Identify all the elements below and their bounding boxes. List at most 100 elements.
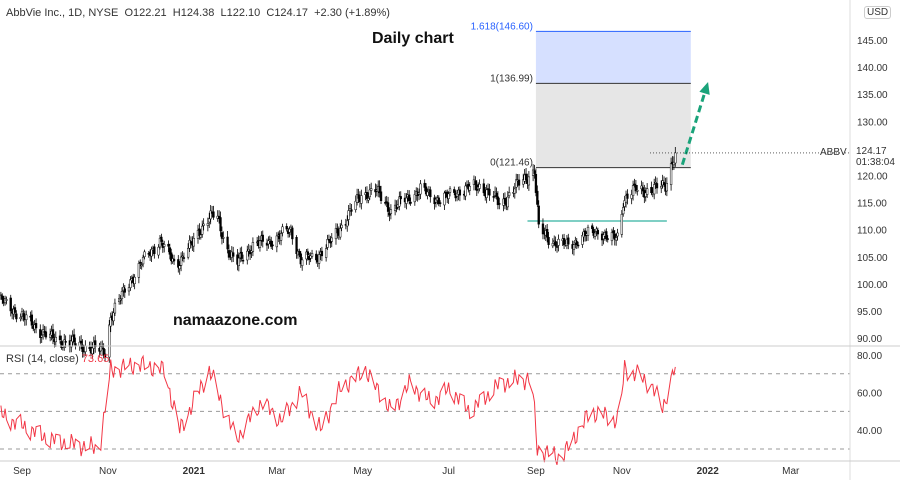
rsi-tick: 60.00 [857,389,882,400]
candle [368,189,371,198]
candle [631,185,635,196]
candle [140,264,143,267]
candle [133,276,136,284]
candle [5,299,8,301]
candle [334,227,338,240]
arrowhead-icon [699,81,710,95]
candle [495,192,498,197]
candle [503,197,507,204]
candle [186,247,190,258]
candle [212,211,215,218]
candle [112,312,115,322]
candle [1,295,4,300]
candle [320,250,324,257]
candle [39,329,42,338]
projection-arrow [680,87,708,166]
candle [178,265,181,270]
candle [170,252,173,262]
candle [58,335,62,341]
candle [298,250,301,256]
candle [370,188,373,191]
candle [19,317,22,319]
candle [630,194,633,199]
candle [70,340,73,348]
candle [424,186,428,195]
bar-countdown: 01:38:04 [856,157,895,168]
candle [605,231,608,240]
candle [270,240,273,247]
candle [120,291,124,299]
candle [385,201,388,204]
candle [113,302,117,314]
candle [522,179,525,185]
candle [365,191,369,199]
symbol-name: AbbVie Inc., 1D, NYSE [6,7,119,19]
last-price-label: 124.17 01:38:04 [856,146,895,168]
candle [581,235,584,245]
candle [160,236,163,242]
ohlc-change: +2.30 (+1.89%) [314,7,390,19]
candle [455,192,459,197]
candle [72,334,76,343]
candle [482,183,485,194]
candle [650,187,653,194]
candle [478,183,481,189]
candle [208,218,211,223]
candle [108,324,111,358]
candle [468,186,471,191]
time-tick: Mar [782,466,800,477]
candle [606,238,609,240]
candle [209,210,212,220]
candle [367,198,370,201]
candle [546,229,549,238]
candle [330,237,333,242]
candle [557,238,560,246]
candle [227,250,231,258]
price-tick: 140.00 [857,63,888,74]
candle [423,182,426,188]
candle [408,194,411,202]
candle [251,242,255,252]
candle [405,197,408,204]
candle [633,183,636,186]
candle [219,217,222,232]
rsi-value: 73.65 [81,353,110,365]
candle [141,256,145,265]
candle [139,261,142,264]
time-tick: Nov [99,466,117,477]
candle [488,188,491,196]
candle [84,345,87,353]
candle [246,250,249,261]
candle [267,240,270,245]
candle [586,226,590,236]
candle [527,176,531,186]
candle [524,173,528,181]
candle [492,196,495,198]
candle [354,200,357,210]
candle [288,228,291,233]
candle [317,254,321,264]
rsi-legend: RSI (14, close) 73.65 [6,353,109,365]
candle [271,244,274,247]
rsi-label: RSI (14, close) [6,353,79,365]
currency-button[interactable]: USD [864,6,892,19]
candle [339,228,342,238]
candle [91,347,94,355]
candle [127,287,131,292]
candle [389,209,393,214]
time-tick: Nov [613,466,631,477]
candle [315,253,318,261]
candle [172,258,176,262]
candle [485,189,488,198]
candle [226,236,229,250]
candle [153,246,156,254]
candle [137,263,141,278]
candle [60,341,63,348]
candle [634,184,638,192]
candle [506,196,509,208]
candle [626,193,629,199]
candle [541,223,545,235]
candle [437,197,440,205]
candle [458,189,462,196]
